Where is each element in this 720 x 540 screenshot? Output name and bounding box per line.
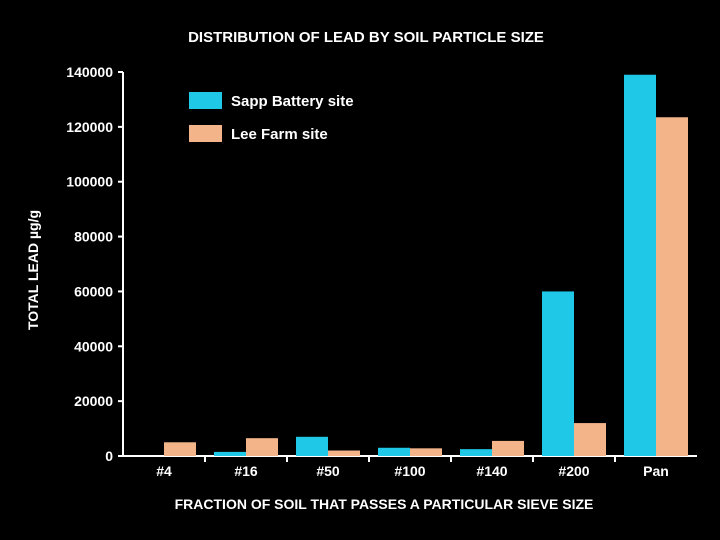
- x-tick-label-0: #4: [156, 463, 172, 479]
- bar-sapp-5: [542, 291, 574, 456]
- bar-lee-0: [164, 442, 196, 456]
- legend-label-0: Sapp Battery site: [231, 93, 354, 110]
- x-tick-label-4: #140: [476, 463, 507, 479]
- bar-sapp-3: [378, 447, 410, 456]
- legend-swatch-1: [189, 125, 222, 142]
- y-tick-label-0: 0: [105, 448, 113, 464]
- y-tick-label-3: 60000: [74, 283, 113, 299]
- y-tick-label-4: 80000: [74, 229, 113, 245]
- x-axis-label: FRACTION OF SOIL THAT PASSES A PARTICULA…: [175, 496, 594, 512]
- x-tick-label-2: #50: [316, 463, 340, 479]
- y-tick-label-1: 20000: [74, 393, 113, 409]
- bar-lee-1: [246, 438, 278, 456]
- legend-label-1: Lee Farm site: [231, 126, 328, 143]
- bar-lee-6: [656, 117, 688, 456]
- y-tick-label-2: 40000: [74, 338, 113, 354]
- y-tick-label-6: 120000: [66, 119, 113, 135]
- bar-lee-3: [410, 448, 442, 456]
- bar-sapp-2: [296, 436, 328, 456]
- legend-swatch-0: [189, 92, 222, 109]
- x-tick-label-6: Pan: [643, 463, 669, 479]
- bar-sapp-4: [460, 449, 492, 456]
- bar-lee-5: [574, 423, 606, 456]
- bar-lee-4: [492, 440, 524, 456]
- y-axis-label: TOTAL LEAD µg/g: [25, 210, 41, 330]
- y-tick-label-7: 140000: [66, 64, 113, 80]
- bar-lee-2: [328, 450, 360, 456]
- plot-area: 0 20000 40000 60000 80000 100000 120000 140000 #…: [66, 64, 697, 479]
- bar-sapp-1: [214, 451, 246, 456]
- y-tick-label-5: 100000: [66, 174, 113, 190]
- chart-title: DISTRIBUTION OF LEAD BY SOIL PARTICLE SI…: [188, 29, 544, 46]
- bar-sapp-6: [624, 74, 656, 456]
- x-tick-label-1: #16: [234, 463, 258, 479]
- x-tick-label-5: #200: [558, 463, 589, 479]
- x-tick-label-3: #100: [394, 463, 425, 479]
